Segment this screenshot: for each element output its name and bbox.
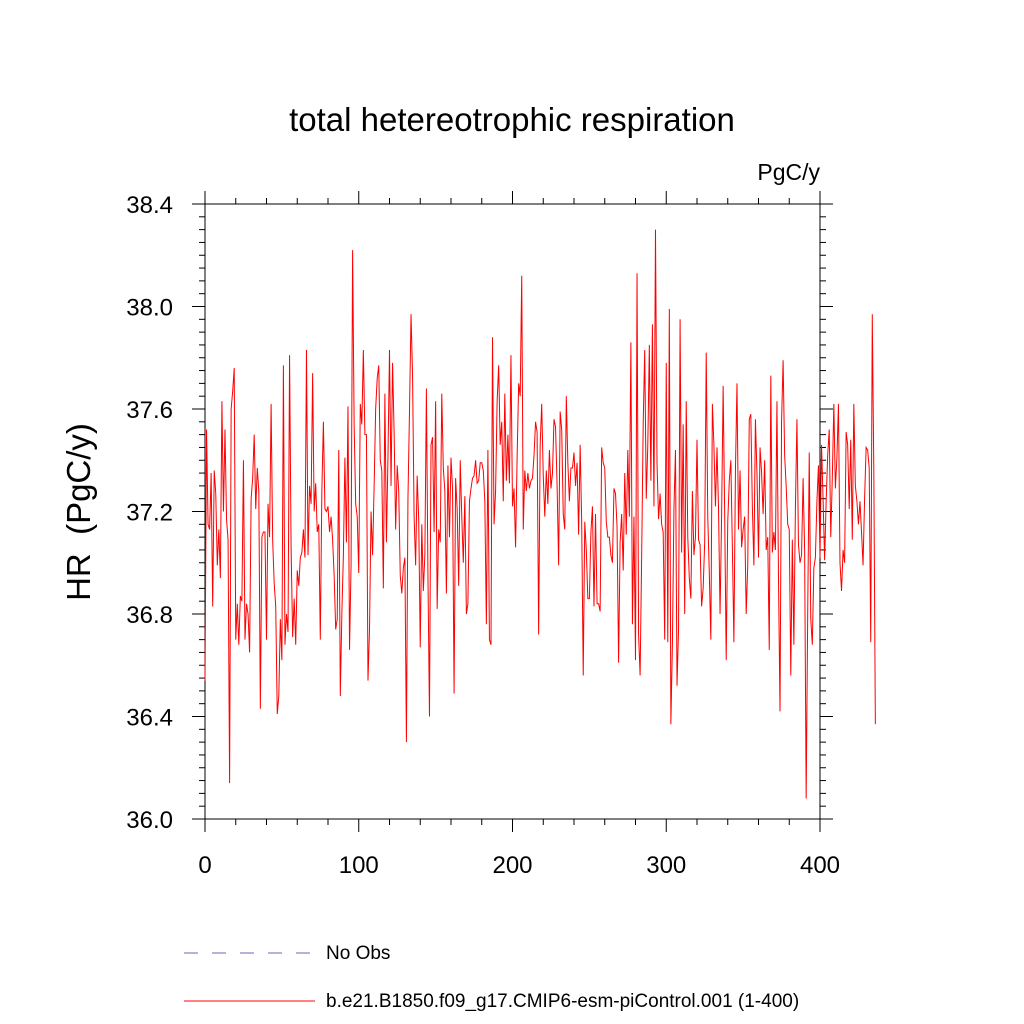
y-axis-ticks: 36.0 36.4 36.8 37.2 37.6 38.0 38.4 xyxy=(126,192,833,834)
legend-label-no-obs: No Obs xyxy=(326,943,390,964)
y-tick-label: 37.2 xyxy=(126,500,173,527)
data-series xyxy=(204,229,876,799)
x-axis-ticks: 0 100 200 300 400 xyxy=(198,191,840,879)
y-tick-label: 36.4 xyxy=(126,705,173,732)
x-tick-label: 200 xyxy=(492,852,532,879)
y-axis-label: HR (PgC/y) xyxy=(60,423,97,601)
y-tick-label: 38.4 xyxy=(126,192,173,219)
y-tick-label: 38.0 xyxy=(126,295,173,322)
x-tick-label: 0 xyxy=(198,852,211,879)
units-label: PgC/y xyxy=(757,159,820,185)
chart-title: total hetereotrophic respiration xyxy=(289,101,735,138)
y-tick-label: 37.6 xyxy=(126,397,173,424)
legend-label-model-run: b.e21.B1850.f09_g17.CMIP6-esm-piControl.… xyxy=(326,991,799,1012)
series-line xyxy=(204,229,876,799)
legend: No Obs b.e21.B1850.f09_g17.CMIP6-esm-piC… xyxy=(184,943,799,1012)
x-tick-label: 300 xyxy=(646,852,686,879)
x-tick-label: 400 xyxy=(800,852,840,879)
y-tick-label: 36.0 xyxy=(126,807,173,834)
x-tick-label: 100 xyxy=(339,852,379,879)
y-tick-label: 36.8 xyxy=(126,602,173,629)
